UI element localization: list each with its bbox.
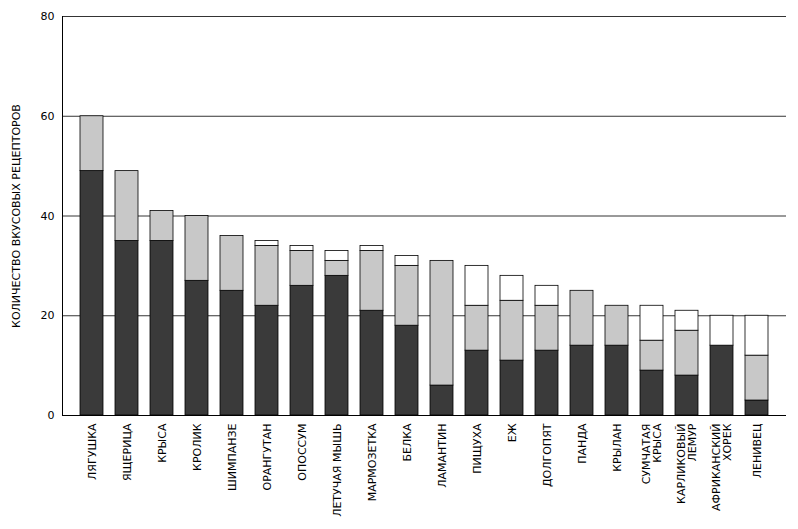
svg-text:КОЛИЧЕСТВО ВКУСОВЫХ РЕЦЕПТОРОВ: КОЛИЧЕСТВО ВКУСОВЫХ РЕЦЕПТОРОВ xyxy=(10,104,23,328)
svg-text:ЛАМАНТИН: ЛАМАНТИН xyxy=(436,424,449,488)
svg-text:ЯЩЕРИЦА: ЯЩЕРИЦА xyxy=(121,423,134,481)
svg-text:60: 60 xyxy=(41,110,55,123)
svg-text:ПИЩУХА: ПИЩУХА xyxy=(471,423,484,474)
svg-text:ШИМПАНЗЕ: ШИМПАНЗЕ xyxy=(226,423,239,491)
svg-text:20: 20 xyxy=(41,309,55,322)
svg-text:ПАНДА: ПАНДА xyxy=(576,423,589,464)
svg-text:ЛЕТУЧАЯ МЫШЬ: ЛЕТУЧАЯ МЫШЬ xyxy=(331,424,344,517)
svg-text:ОПОССУМ: ОПОССУМ xyxy=(296,424,309,481)
svg-text:ОРАНГУТАН: ОРАНГУТАН xyxy=(261,424,274,491)
svg-text:ЕЖ: ЕЖ xyxy=(506,423,519,442)
svg-text:БЕЛКА: БЕЛКА xyxy=(401,423,414,462)
svg-text:ЛЯГУШКА: ЛЯГУШКА xyxy=(86,423,99,480)
svg-text:МАРМОЗЕТКА: МАРМОЗЕТКА xyxy=(366,423,379,501)
svg-text:0: 0 xyxy=(48,409,55,422)
svg-text:ЛЕНИВЕЦ: ЛЕНИВЕЦ xyxy=(751,423,764,478)
svg-text:ДОЛГОПЯТ: ДОЛГОПЯТ xyxy=(541,423,554,487)
svg-text:КРЫСА: КРЫСА xyxy=(156,423,169,463)
svg-text:СУМЧАТАЯКРЫСА: СУМЧАТАЯКРЫСА xyxy=(640,423,664,484)
svg-text:АФРИКАНСКИЙХОРЕК: АФРИКАНСКИЙХОРЕК xyxy=(710,423,734,511)
svg-text:40: 40 xyxy=(41,210,55,223)
svg-text:КРЫЛАН: КРЫЛАН xyxy=(611,424,624,472)
svg-text:КРОЛИК: КРОЛИК xyxy=(191,423,204,471)
svg-text:КАРЛИКОВЫЙЛЕМУР: КАРЛИКОВЫЙЛЕМУР xyxy=(675,423,699,504)
svg-text:80: 80 xyxy=(41,10,55,23)
